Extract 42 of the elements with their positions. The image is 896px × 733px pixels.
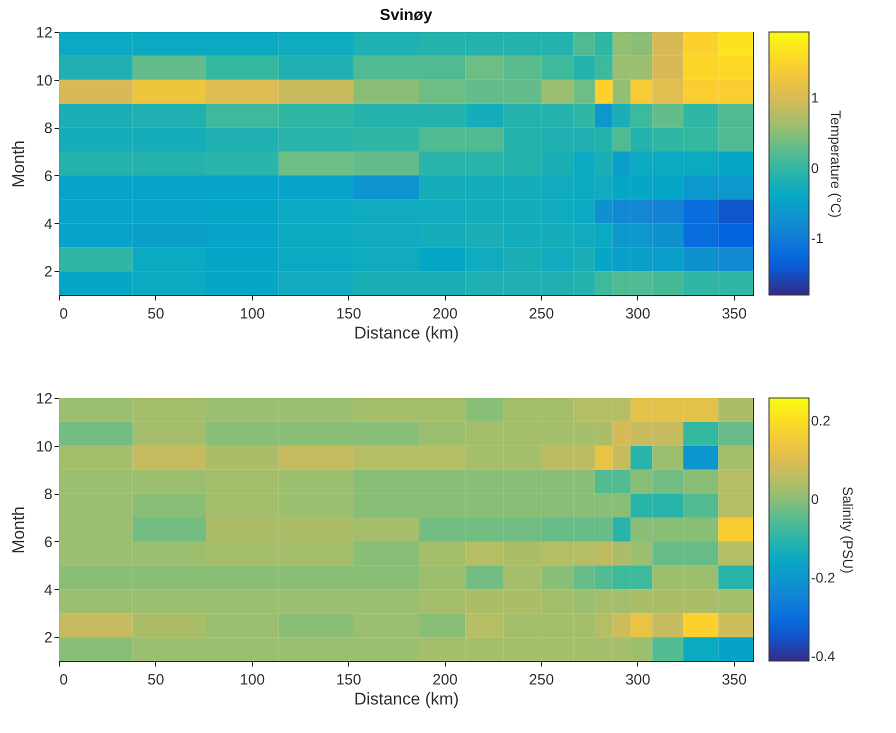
y-axis-title: Month [8, 140, 28, 188]
x-tick-label: 50 [148, 306, 164, 322]
y-tick-label: 8 [44, 120, 52, 138]
y-tick-label: 2 [44, 630, 52, 647]
y-axis-title: Month [8, 506, 28, 554]
color-bar-label: -0.4 [811, 648, 836, 664]
x-tick-label: 50 [148, 672, 164, 688]
y-tick-label: 12 [36, 24, 52, 42]
color-bar-title: Salinity (PSU) [840, 486, 856, 574]
x-tick-label: 100 [240, 306, 265, 322]
color-bar-label: 0 [811, 160, 819, 176]
y-tick-label: 2 [44, 264, 52, 281]
color-bar-label: 0.2 [811, 412, 831, 429]
y-tick-label: 8 [44, 486, 52, 504]
y-tick-label: 4 [44, 216, 52, 233]
x-tick-label: 100 [240, 672, 265, 688]
x-tick-label: 150 [336, 672, 362, 688]
x-tick-label: 150 [336, 306, 362, 322]
color-bar-label: -1 [811, 230, 824, 246]
x-axis-title: Distance (km) [354, 324, 459, 342]
x-tick-label: 0 [60, 672, 68, 688]
x-tick-label: 200 [432, 672, 458, 688]
x-tick-label: 350 [722, 306, 747, 322]
chart-title: Svinøy [380, 7, 432, 24]
y-tick-label: 12 [36, 390, 52, 408]
color-bar-label: 1 [811, 90, 819, 106]
y-tick-label: 10 [36, 72, 52, 90]
color-bar-label: 0 [811, 491, 819, 508]
x-tick-label: 0 [60, 306, 68, 322]
x-tick-label: 300 [625, 306, 650, 322]
x-tick-label: 250 [528, 306, 554, 322]
x-tick-label: 300 [625, 672, 650, 688]
x-tick-label: 250 [528, 672, 554, 688]
x-tick-label: 200 [432, 306, 458, 322]
x-axis-title: Distance (km) [354, 690, 459, 708]
y-tick-label: 10 [36, 438, 52, 456]
y-tick-label: 6 [44, 534, 52, 551]
color-bar-title: Temperature (°C) [828, 110, 844, 218]
x-tick-label: 350 [722, 672, 747, 688]
y-tick-label: 4 [44, 582, 52, 599]
color-bar-label: -0.2 [811, 570, 836, 586]
y-tick-label: 6 [44, 168, 52, 185]
